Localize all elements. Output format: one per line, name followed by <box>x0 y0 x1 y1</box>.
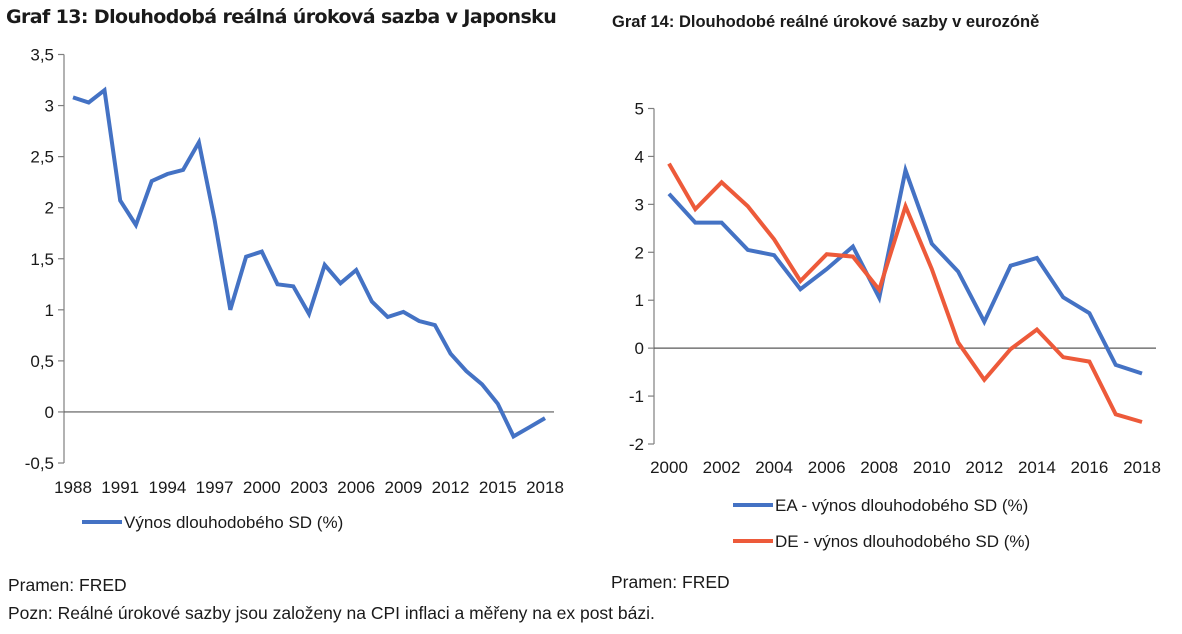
y-tick-label: 1 <box>635 291 644 310</box>
x-tick-label: 1988 <box>54 478 92 497</box>
y-tick-label: 3 <box>45 97 54 116</box>
footnote: Pozn: Reálné úrokové sazby jsou založeny… <box>8 603 655 623</box>
x-tick-label: 1991 <box>101 478 139 497</box>
x-tick-label: 2006 <box>337 478 375 497</box>
x-tick-label: 2018 <box>526 478 564 497</box>
x-tick-label: 2014 <box>1018 458 1056 477</box>
y-tick-label: 2,5 <box>30 148 54 167</box>
x-tick-label: 1997 <box>196 478 234 497</box>
x-tick-label: 2000 <box>243 478 281 497</box>
y-tick-label: -0,5 <box>25 454 54 473</box>
y-tick-label: 3,5 <box>30 46 54 65</box>
y-tick-label: -1 <box>629 387 644 406</box>
x-tick-label: 2004 <box>755 458 793 477</box>
y-tick-label: 0 <box>635 339 644 358</box>
y-tick-label: 0,5 <box>30 352 54 371</box>
x-tick-label: 2003 <box>290 478 328 497</box>
series-line-1 <box>667 162 1143 424</box>
y-tick-label: 1,5 <box>30 250 54 269</box>
x-tick-label: 2018 <box>1123 458 1161 477</box>
chart-2-title: Graf 14: Dlouhodobé reálné úrokové sazby… <box>612 13 1040 31</box>
x-tick-label: 2000 <box>650 458 688 477</box>
y-tick-label: 1 <box>45 301 54 320</box>
legend-label: EA - výnos dlouhodobého SD (%) <box>775 496 1028 515</box>
source-right: Pramen: FRED <box>611 572 730 592</box>
chart-1-title: Graf 13: Dlouhodobá reálná úroková sazba… <box>6 6 557 28</box>
x-tick-label: 2008 <box>860 458 898 477</box>
y-tick-label: 2 <box>635 243 644 262</box>
chart-eurozone: 5 4 3 2 1 0 -1 -2 2000 2002 2004 2006 2008 2010 2012 20… <box>629 100 1161 552</box>
y-tick-label: -2 <box>629 435 644 454</box>
y-tick-label: 0 <box>45 403 54 422</box>
x-tick-label: 2012 <box>965 458 1003 477</box>
y-tick-label: 5 <box>635 100 644 119</box>
x-tick-label: 2010 <box>913 458 951 477</box>
x-tick-label: 2016 <box>1071 458 1109 477</box>
y-tick-label: 2 <box>45 199 54 218</box>
x-tick-label: 2009 <box>384 478 422 497</box>
x-tick-label: 2012 <box>432 478 470 497</box>
x-tick-label: 2006 <box>808 458 846 477</box>
x-tick-label: 1994 <box>148 478 186 497</box>
legend-label: DE - výnos dlouhodobého SD (%) <box>775 532 1030 551</box>
source-left: Pramen: FRED <box>8 575 127 595</box>
y-tick-label: 4 <box>635 147 644 166</box>
x-tick-label: 2015 <box>479 478 517 497</box>
y-tick-label: 3 <box>635 195 644 214</box>
x-tick-label: 2002 <box>703 458 741 477</box>
legend-label: Výnos dlouhodobého SD (%) <box>124 513 343 532</box>
